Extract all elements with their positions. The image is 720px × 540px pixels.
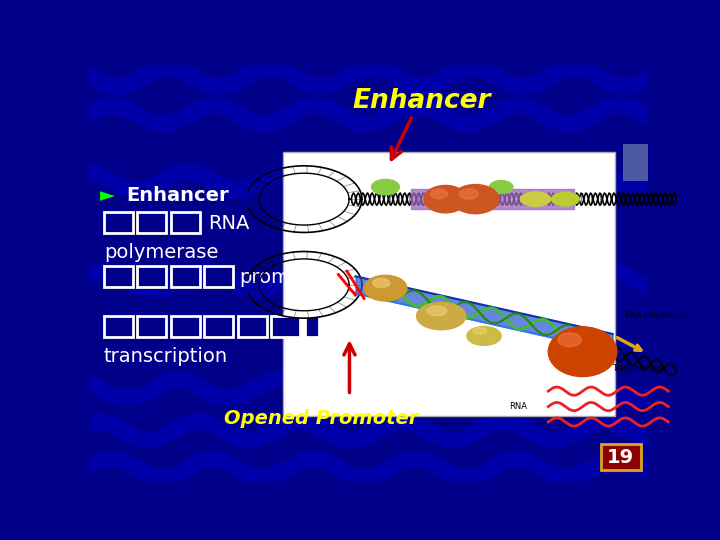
Ellipse shape: [372, 179, 400, 195]
Bar: [623, 144, 648, 181]
Bar: [238, 315, 267, 337]
Bar: [600, 444, 641, 470]
Bar: [204, 315, 233, 337]
Bar: [171, 315, 200, 337]
Ellipse shape: [473, 327, 487, 334]
Ellipse shape: [364, 275, 407, 301]
Bar: [171, 212, 200, 233]
Bar: [138, 266, 166, 287]
Text: Transcription: Transcription: [613, 364, 663, 373]
Ellipse shape: [373, 279, 390, 287]
Bar: [204, 266, 233, 287]
Ellipse shape: [467, 327, 501, 346]
Ellipse shape: [459, 189, 479, 199]
Text: ►: ►: [100, 186, 115, 205]
Ellipse shape: [549, 327, 617, 376]
Bar: [138, 315, 166, 337]
Bar: [138, 212, 166, 233]
Text: Opened Promoter: Opened Promoter: [225, 409, 419, 428]
Ellipse shape: [521, 192, 550, 206]
Ellipse shape: [490, 180, 513, 194]
Ellipse shape: [417, 302, 466, 330]
Ellipse shape: [424, 185, 467, 213]
Ellipse shape: [558, 333, 582, 347]
Ellipse shape: [552, 192, 580, 206]
Bar: [411, 189, 574, 210]
Bar: [171, 266, 200, 287]
Text: Enhancer: Enhancer: [126, 186, 229, 205]
Text: RNA polymerase: RNA polymerase: [626, 311, 689, 320]
Ellipse shape: [427, 306, 446, 316]
Ellipse shape: [452, 185, 499, 214]
Bar: [305, 315, 319, 337]
Text: RNA: RNA: [208, 214, 250, 233]
Text: 19: 19: [607, 448, 634, 467]
Bar: [104, 266, 133, 287]
Text: transcription: transcription: [104, 347, 228, 366]
Bar: [282, 152, 615, 416]
Text: Enhancer: Enhancer: [353, 89, 491, 114]
Bar: [104, 212, 133, 233]
Bar: [271, 315, 300, 337]
Text: RNA: RNA: [509, 402, 527, 411]
Text: polymerase: polymerase: [104, 243, 218, 262]
Bar: [104, 315, 133, 337]
Text: promoter: promoter: [240, 268, 330, 287]
Ellipse shape: [431, 189, 448, 199]
